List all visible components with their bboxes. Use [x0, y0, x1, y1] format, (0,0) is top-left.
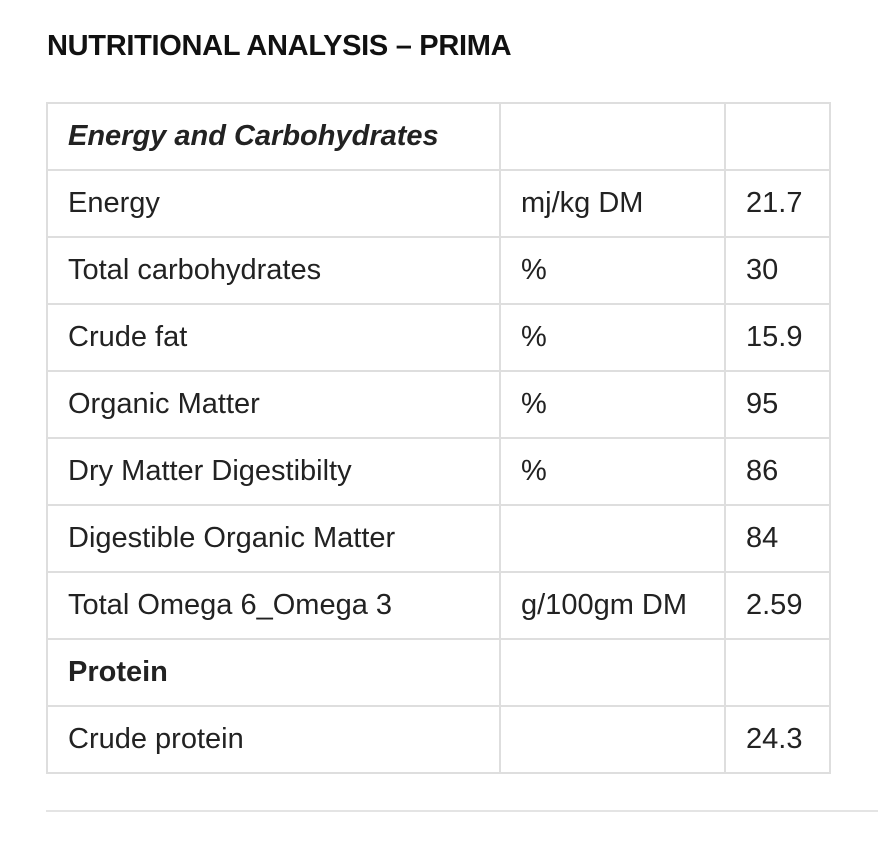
row-name-cell: Dry Matter Digestibilty: [46, 437, 501, 506]
row-value-cell: 24.3: [724, 705, 831, 774]
row-name-cell: Protein: [46, 638, 501, 707]
table-section-row-protein: Protein: [46, 638, 831, 707]
table-row: Digestible Organic Matter 84: [46, 504, 831, 573]
row-unit-cell: %: [499, 236, 726, 305]
row-unit-cell: [499, 638, 726, 707]
row-name-cell: Total Omega 6_Omega 3: [46, 571, 501, 640]
table-row: Crude fat % 15.9: [46, 303, 831, 372]
row-name-cell: Digestible Organic Matter: [46, 504, 501, 573]
table-row: Total carbohydrates % 30: [46, 236, 831, 305]
row-unit-cell: [499, 705, 726, 774]
row-name-cell: Energy and Carbohydrates: [46, 102, 501, 171]
table-row: Energy mj/kg DM 21.7: [46, 169, 831, 238]
row-name-cell: Crude fat: [46, 303, 501, 372]
row-value-cell: [724, 102, 831, 171]
table-section-row-energy-carbohydrates: Energy and Carbohydrates: [46, 102, 831, 171]
row-name-cell: Organic Matter: [46, 370, 501, 439]
row-unit-cell: g/100gm DM: [499, 571, 726, 640]
table-row: Crude protein 24.3: [46, 705, 831, 774]
row-value-cell: 2.59: [724, 571, 831, 640]
row-unit-cell: %: [499, 437, 726, 506]
nutritional-analysis-table: Energy and Carbohydrates Energy mj/kg DM…: [46, 102, 831, 774]
row-value-cell: 84: [724, 504, 831, 573]
row-unit-cell: [499, 504, 726, 573]
row-name-cell: Crude protein: [46, 705, 501, 774]
row-unit-cell: %: [499, 370, 726, 439]
row-value-cell: 15.9: [724, 303, 831, 372]
row-value-cell: 30: [724, 236, 831, 305]
row-value-cell: 21.7: [724, 169, 831, 238]
row-unit-cell: [499, 102, 726, 171]
row-value-cell: 95: [724, 370, 831, 439]
row-value-cell: [724, 638, 831, 707]
table-row: Organic Matter % 95: [46, 370, 831, 439]
row-unit-cell: %: [499, 303, 726, 372]
row-name-cell: Energy: [46, 169, 501, 238]
divider: [46, 810, 878, 812]
table-row: Total Omega 6_Omega 3 g/100gm DM 2.59: [46, 571, 831, 640]
page-title: NUTRITIONAL ANALYSIS – PRIMA: [47, 30, 512, 62]
row-value-cell: 86: [724, 437, 831, 506]
table-row: Dry Matter Digestibilty % 86: [46, 437, 831, 506]
row-unit-cell: mj/kg DM: [499, 169, 726, 238]
row-name-cell: Total carbohydrates: [46, 236, 501, 305]
